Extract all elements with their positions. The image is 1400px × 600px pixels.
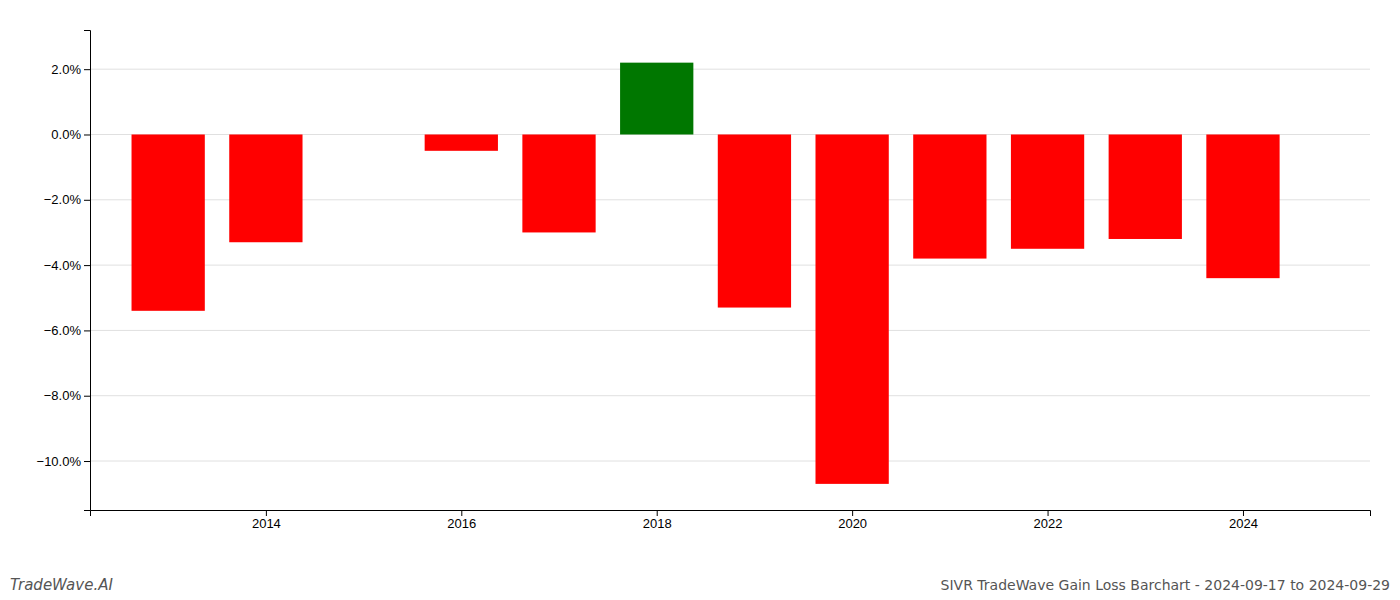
bar	[229, 134, 302, 242]
bar	[1011, 134, 1084, 248]
x-tick-mark	[1243, 510, 1244, 516]
x-tick-label: 2014	[252, 516, 281, 531]
x-tick-label: 2020	[838, 516, 867, 531]
y-tick-mark	[84, 134, 90, 135]
bar	[132, 134, 205, 310]
y-tick: −2.0%	[44, 192, 90, 207]
bar	[815, 134, 888, 483]
bars	[132, 63, 1280, 484]
x-axis-line	[91, 511, 1371, 517]
y-axis: 2.0% 0.0% −2.0% −4.0% −6.0% −8.0% −10.0%	[37, 31, 91, 511]
grid	[90, 69, 1370, 461]
x-tick-label: 2016	[447, 516, 476, 531]
y-tick-label: −2.0%	[44, 192, 82, 207]
x-tick: 2024	[1229, 510, 1258, 531]
grid-line	[90, 395, 1370, 396]
y-tick-label: −6.0%	[44, 323, 82, 338]
x-tick-label: 2024	[1229, 516, 1258, 531]
y-tick-label: 2.0%	[51, 62, 81, 77]
x-tick-mark	[657, 510, 658, 516]
x-tick-mark	[461, 510, 462, 516]
y-tick-mark	[84, 396, 90, 397]
x-tick: 2020	[838, 510, 867, 531]
x-tick-label: 2022	[1034, 516, 1063, 531]
x-tick: 2014	[252, 510, 281, 531]
bar	[718, 134, 791, 307]
x-tick-label: 2018	[643, 516, 672, 531]
x-tick: 2022	[1034, 510, 1063, 531]
x-tick: 2016	[447, 510, 476, 531]
y-tick-mark	[84, 69, 90, 70]
y-tick: 2.0%	[51, 62, 90, 77]
bar	[620, 63, 693, 135]
bar	[425, 134, 498, 150]
x-axis: 2014 2016 2018 2020 2022 2024	[91, 510, 1371, 531]
bar	[1109, 134, 1182, 238]
chart: 2.0%0.0%−2.0%−4.0%−6.0%−8.0%−10.0%201420…	[0, 0, 1400, 600]
y-tick-mark	[84, 461, 90, 462]
y-tick: −4.0%	[44, 258, 90, 273]
y-tick: −10.0%	[37, 454, 90, 469]
x-tick-mark	[266, 510, 267, 516]
y-axis-line	[84, 31, 91, 511]
x-tick-mark	[852, 510, 853, 516]
y-tick: 0.0%	[51, 127, 90, 142]
grid-line	[90, 69, 1370, 70]
y-tick-mark	[84, 200, 90, 201]
y-tick-label: −4.0%	[44, 258, 82, 273]
y-tick: −6.0%	[44, 323, 90, 338]
y-tick-label: 0.0%	[51, 127, 81, 142]
watermark: TradeWave.AI	[10, 576, 113, 594]
y-tick-label: −10.0%	[37, 454, 82, 469]
title: SIVR TradeWave Gain Loss Barchart - 2024…	[941, 577, 1390, 593]
bar	[522, 134, 595, 232]
y-tick-mark	[84, 330, 90, 331]
x-tick: 2018	[643, 510, 672, 531]
y-tick-mark	[84, 265, 90, 266]
grid-line	[90, 330, 1370, 331]
bar	[1206, 134, 1279, 278]
y-tick-label: −8.0%	[44, 388, 82, 403]
bar	[913, 134, 986, 258]
grid-line	[90, 461, 1370, 462]
x-tick-mark	[1048, 510, 1049, 516]
y-tick: −8.0%	[44, 388, 90, 403]
